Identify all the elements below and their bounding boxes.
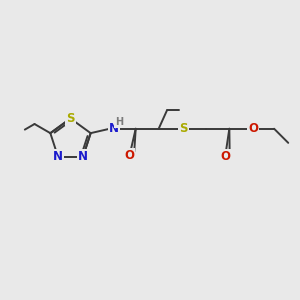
Text: N: N (78, 150, 88, 163)
Text: S: S (179, 122, 188, 135)
Text: N: N (53, 150, 63, 163)
Text: O: O (220, 150, 230, 163)
Text: H: H (115, 117, 123, 127)
Text: O: O (124, 149, 134, 162)
Text: O: O (248, 122, 258, 135)
Text: N: N (109, 122, 118, 135)
Text: S: S (66, 112, 75, 125)
